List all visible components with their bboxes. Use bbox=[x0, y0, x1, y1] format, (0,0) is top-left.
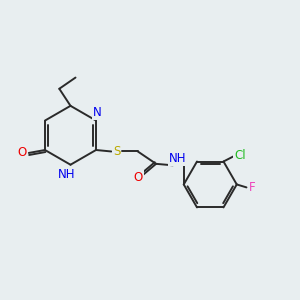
Text: Cl: Cl bbox=[234, 148, 245, 161]
Text: NH: NH bbox=[58, 168, 76, 181]
Text: NH: NH bbox=[169, 152, 186, 165]
Text: F: F bbox=[249, 181, 256, 194]
Text: O: O bbox=[134, 171, 143, 184]
Text: S: S bbox=[113, 145, 120, 158]
Text: N: N bbox=[93, 106, 102, 119]
Text: O: O bbox=[18, 146, 27, 159]
